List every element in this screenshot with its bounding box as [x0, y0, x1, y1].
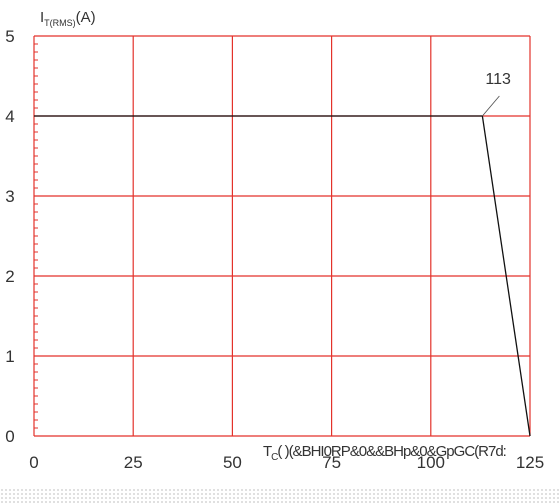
annotation-leader	[482, 95, 500, 117]
y-tick-label: 1	[5, 347, 14, 366]
y-tick-label: 3	[5, 187, 14, 206]
y-axis-title: IT(RMS)(A)	[40, 9, 96, 28]
x-axis-title-sub: C	[271, 452, 278, 463]
x-axis-title-main: T	[263, 443, 272, 460]
x-tick-label: 100	[417, 453, 445, 472]
y-axis-title-unit: (A)	[76, 9, 96, 26]
grid	[33, 35, 531, 437]
annotations: 113	[482, 71, 511, 117]
y-axis-title-sub: T(RMS)	[44, 18, 76, 28]
x-tick-label: 25	[124, 453, 143, 472]
x-tick-label: 0	[29, 453, 38, 472]
y-tick-label: 2	[5, 267, 14, 286]
x-tick-label: 50	[223, 453, 242, 472]
y-axis-title-main: I	[40, 9, 44, 26]
x-axis-title: TC( )(&BHI0RP&0&&BHp&0&GpGC(R7d:	[263, 443, 559, 463]
y-axis-minor-ticks	[34, 35, 38, 437]
y-tick-label: 4	[5, 107, 14, 126]
x-tick-label: 75	[322, 453, 341, 472]
tick-labels: 0 25 50 75 100 125 0 1 2 3 4 5	[5, 27, 544, 472]
y-tick-label: 0	[5, 427, 14, 446]
scan-noise	[0, 488, 559, 504]
annotation-label: 113	[485, 71, 511, 88]
y-tick-label: 5	[5, 27, 14, 46]
x-tick-label: 125	[516, 453, 544, 472]
x-axis-title-rest: ( )(&BHI0RP&0&&BHp&0&GpGC(R7d:	[277, 443, 506, 460]
